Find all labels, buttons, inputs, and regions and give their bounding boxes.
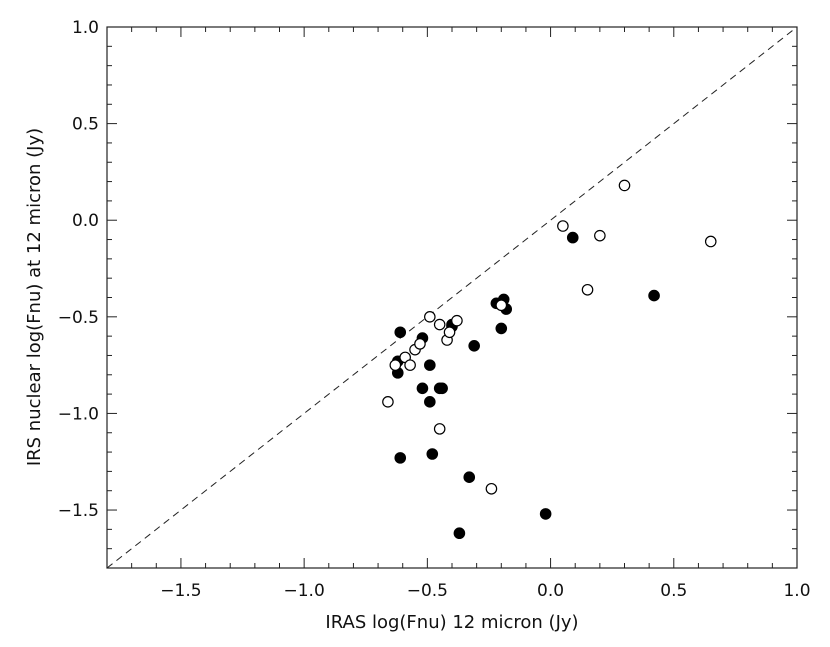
data-point-filled <box>539 508 552 520</box>
data-point-open <box>414 338 426 350</box>
x-tick-label: 0.0 <box>537 581 564 601</box>
data-point-filled <box>394 452 407 464</box>
data-point-filled <box>566 231 579 244</box>
data-point-filled <box>416 382 429 395</box>
data-point-open <box>404 359 416 371</box>
x-tick-label: 1.0 <box>783 581 810 601</box>
data-point-filled <box>426 448 439 460</box>
x-axis-label: IRAS log(Fnu) 12 micron (Jy) <box>325 612 578 633</box>
data-point-filled <box>495 322 508 335</box>
data-point-filled <box>394 326 407 339</box>
data-point-open <box>382 396 394 408</box>
y-tick-label: 1.0 <box>72 18 99 38</box>
data-point-filled <box>453 527 466 540</box>
data-point-open <box>704 235 717 248</box>
data-point-open <box>389 359 402 371</box>
data-point-open <box>618 179 631 192</box>
data-point-filled <box>468 340 480 352</box>
data-point-open <box>424 311 436 323</box>
data-point-open <box>557 220 569 232</box>
y-tick-label: −1.5 <box>58 501 99 521</box>
data-point-filled <box>436 382 448 395</box>
data-point-open <box>433 423 446 435</box>
x-tick-label: −1.5 <box>160 581 201 601</box>
y-tick-label: −1.0 <box>58 404 99 424</box>
plot-elements: −1.5 −1.0 −0.5 0.0 0.5 1.0 −1.5 −1.0 −0.5 0.0 0.5 1… <box>58 18 811 601</box>
data-point-filled <box>463 471 476 483</box>
data-point-open <box>594 229 606 242</box>
x-tick-label: −0.5 <box>407 581 448 601</box>
data-point-filled <box>424 396 436 408</box>
reference-line <box>106 26 798 569</box>
y-tick-label: −0.5 <box>58 308 99 328</box>
data-point-filled <box>424 359 436 371</box>
data-point-open <box>433 318 446 331</box>
data-point-open <box>485 482 498 495</box>
plot-frame <box>106 26 798 569</box>
y-tick-label: 0.0 <box>72 211 99 231</box>
x-tick-label: −1.0 <box>284 581 325 601</box>
data-point-open <box>495 299 508 312</box>
y-tick-label: 0.5 <box>72 115 99 135</box>
data-point-filled <box>648 289 660 302</box>
data-point-open <box>581 283 594 296</box>
y-axis-label: IRS nuclear log(Fnu) at 12 micron (Jy) <box>24 128 45 466</box>
x-tick-label: 0.5 <box>660 581 687 601</box>
data-point-open <box>451 314 463 327</box>
data-point-open <box>443 326 456 339</box>
